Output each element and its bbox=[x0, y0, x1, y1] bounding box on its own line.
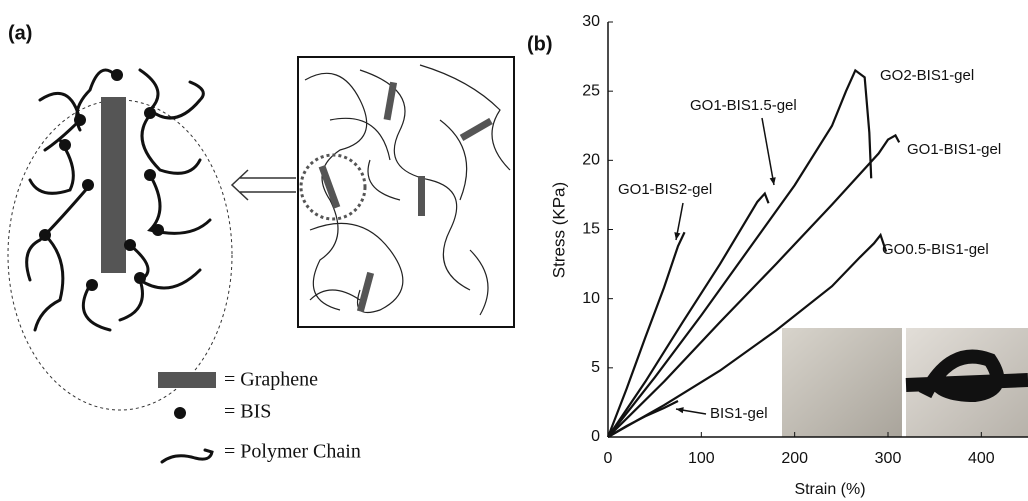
series-label: GO1-BIS1-gel bbox=[907, 141, 1001, 158]
x-tick-label: 400 bbox=[968, 450, 995, 467]
y-tick-label: 25 bbox=[582, 82, 600, 99]
series-label: GO1-BIS2-gel bbox=[618, 181, 712, 198]
label-arrowhead bbox=[676, 407, 684, 414]
y-tick-label: 0 bbox=[591, 428, 600, 445]
x-tick-label: 100 bbox=[688, 450, 715, 467]
legend-swatch bbox=[158, 372, 216, 388]
series-label: GO0.5-BIS1-gel bbox=[882, 241, 989, 258]
data-line bbox=[607, 68, 873, 438]
data-line bbox=[607, 232, 888, 438]
y-axis-title: Stress (KPa) bbox=[549, 182, 568, 278]
inset-photo bbox=[782, 328, 902, 437]
series-label: BIS1-gel bbox=[710, 405, 768, 422]
y-tick-label: 15 bbox=[582, 221, 600, 238]
legend-label: = Polymer Chain bbox=[224, 441, 361, 463]
data-line bbox=[607, 133, 901, 438]
legend-swatch bbox=[160, 448, 214, 464]
x-tick-label: 200 bbox=[781, 450, 808, 467]
legend-swatch bbox=[174, 407, 186, 419]
legend-label: = Graphene bbox=[224, 369, 318, 391]
panel-label: (a) bbox=[8, 22, 32, 44]
schematic bbox=[7, 56, 515, 411]
label-arrowhead bbox=[674, 232, 681, 240]
inset-knot bbox=[905, 349, 1028, 403]
y-tick-label: 30 bbox=[582, 13, 600, 30]
x-tick-label: 0 bbox=[604, 450, 613, 467]
x-tick-label: 300 bbox=[875, 450, 902, 467]
label-arrow bbox=[761, 117, 775, 186]
y-tick-label: 10 bbox=[582, 290, 600, 307]
x-axis-title: Strain (%) bbox=[794, 481, 865, 498]
y-tick-label: 20 bbox=[582, 152, 600, 169]
data-line bbox=[607, 191, 770, 438]
series-label: GO1-BIS1.5-gel bbox=[690, 97, 797, 114]
series-label: GO2-BIS1-gel bbox=[880, 67, 974, 84]
legend-label: = BIS bbox=[224, 401, 271, 423]
panel-label: (b) bbox=[527, 33, 553, 55]
y-tick-label: 5 bbox=[591, 359, 600, 376]
label-arrowhead bbox=[769, 177, 776, 185]
data-line bbox=[606, 231, 686, 438]
